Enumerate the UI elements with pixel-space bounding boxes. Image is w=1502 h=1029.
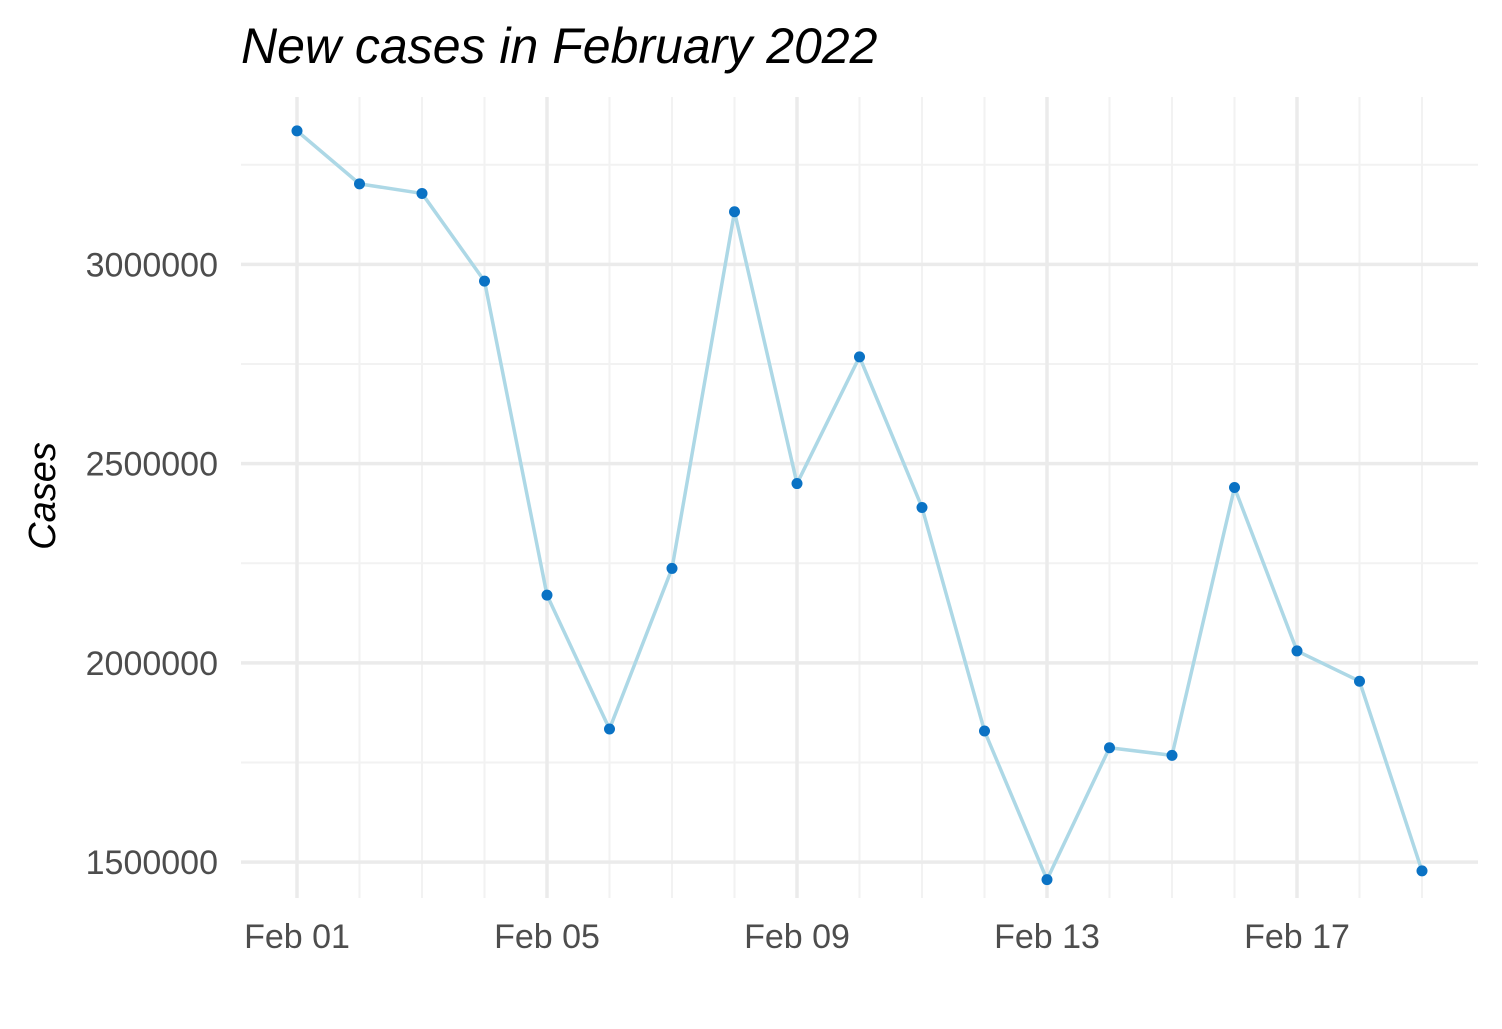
data-point — [729, 206, 740, 218]
y-tick-label: 3000000 — [86, 246, 218, 284]
x-tick-label: Feb 01 — [244, 918, 350, 956]
data-point — [854, 351, 865, 363]
data-point — [1104, 742, 1115, 754]
data-point — [1166, 749, 1178, 761]
y-tick-label: 1500000 — [86, 844, 218, 882]
data-point — [791, 478, 803, 490]
data-point — [666, 562, 678, 574]
data-point — [1041, 874, 1053, 886]
data-point — [1354, 675, 1365, 687]
minor-gridlines — [241, 97, 1478, 898]
data-point — [1416, 865, 1428, 877]
data-point — [604, 723, 615, 735]
major-gridlines — [241, 97, 1478, 898]
data-point — [479, 275, 490, 287]
data-point — [541, 589, 553, 601]
y-tick-label: 2500000 — [86, 446, 218, 484]
series-points-group — [291, 125, 1428, 886]
data-point — [354, 178, 365, 190]
data-point — [291, 125, 303, 137]
y-axis-label: Cases — [22, 442, 64, 550]
data-point — [979, 725, 990, 737]
y-axis-tick-labels: 1500000 2000000 2500000 3000000 — [86, 246, 218, 882]
x-tick-label: Feb 13 — [994, 918, 1100, 956]
x-tick-label: Feb 05 — [494, 918, 600, 956]
chart-title: New cases in February 2022 — [241, 18, 878, 74]
x-tick-label: Feb 17 — [1244, 918, 1350, 956]
data-point — [1291, 645, 1303, 657]
data-point — [916, 501, 928, 513]
y-tick-label: 2000000 — [86, 645, 218, 683]
x-axis-tick-labels: Feb 01 Feb 05 Feb 09 Feb 13 Feb 17 — [244, 918, 1350, 956]
x-tick-label: Feb 09 — [744, 918, 850, 956]
data-point — [1229, 482, 1240, 494]
data-point — [416, 187, 428, 199]
